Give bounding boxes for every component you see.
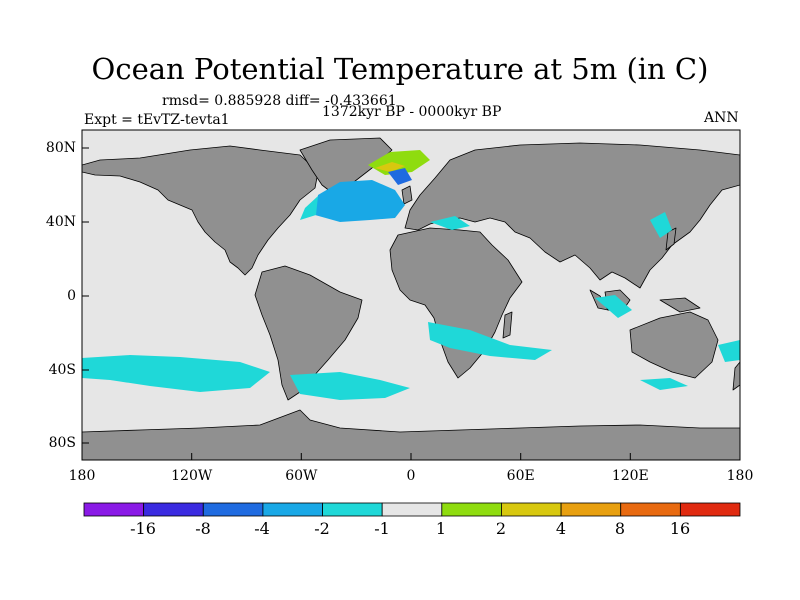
lat-label-40s: 40S <box>48 362 76 378</box>
lat-label-40n: 40N <box>45 214 76 230</box>
experiment-label: Expt = tEvTZ-tevta1 <box>84 112 230 128</box>
colorbar-label: 2 <box>495 519 507 538</box>
northwest-pacific-cooling <box>650 212 672 238</box>
north-atlantic-cooling <box>315 180 405 222</box>
colorbar-label: -2 <box>314 519 330 538</box>
colorbar-swatch <box>83 502 145 517</box>
colorbar-swatch <box>441 502 502 517</box>
antarctica <box>82 409 740 460</box>
colorbar-label: 4 <box>555 519 567 538</box>
lon-label-120w: 120W <box>171 468 213 484</box>
colorbar-swatch <box>501 502 562 517</box>
lat-label-80s: 80S <box>48 435 76 451</box>
north-atlantic-cooling-edge <box>300 196 318 220</box>
lon-label-180w: 180 <box>68 468 96 484</box>
new-guinea <box>659 297 701 313</box>
south-pacific-cooling <box>82 355 270 392</box>
season-label: ANN <box>704 110 739 126</box>
map-layer <box>82 137 740 460</box>
colorbar-label: -1 <box>374 519 390 538</box>
colorbar-label: -16 <box>130 519 156 538</box>
tasman-cooling <box>718 340 740 362</box>
colorbar-swatch <box>143 502 204 517</box>
colorbar-label: -4 <box>254 519 270 538</box>
axis-ticks <box>81 147 741 460</box>
colorbar-swatch <box>322 502 383 517</box>
lon-label-60w: 60W <box>285 468 318 484</box>
mediterranean-cooling <box>430 216 470 230</box>
colorbar-swatch <box>202 502 264 517</box>
stats-line: rmsd= 0.885928 diff= -0.433661 <box>162 93 397 109</box>
period-label: 1372kyr BP - 0000kyr BP <box>322 104 502 120</box>
colorbar-swatch <box>679 502 741 517</box>
south-atlantic-cooling <box>290 372 410 400</box>
japan <box>665 227 677 251</box>
colorbar-swatch <box>560 502 622 517</box>
lon-label-120e: 120E <box>611 468 649 484</box>
colorbar-label: 1 <box>435 519 447 538</box>
eurasia <box>404 142 740 289</box>
colorbar-label: -8 <box>195 519 211 538</box>
colorbar <box>83 502 741 517</box>
lon-label-180e: 180 <box>726 468 754 484</box>
south-indian-cooling-2 <box>640 378 688 390</box>
north-america <box>82 145 319 276</box>
map-title: Ocean Potential Temperature at 5m (in C) <box>91 52 709 86</box>
new-zealand <box>732 361 740 391</box>
nordic-seas-warming-core <box>375 162 405 172</box>
lon-label-60e: 60E <box>506 468 535 484</box>
colorbar-label: 16 <box>669 519 691 538</box>
colorbar-swatch <box>381 502 443 517</box>
colorbar-swatch <box>262 502 323 517</box>
lon-label-0: 0 <box>406 468 416 484</box>
labrador-cooling <box>388 168 412 185</box>
greenland <box>299 137 393 196</box>
lat-label-0: 0 <box>67 288 76 304</box>
australia <box>629 311 719 379</box>
south-indian-cooling <box>428 322 552 360</box>
lat-label-80n: 80N <box>45 140 76 156</box>
anomaly-patches <box>82 150 740 400</box>
colorbar-label: 8 <box>614 519 626 538</box>
colorbar-swatch <box>620 502 681 517</box>
maritime-continent-cooling <box>595 295 632 318</box>
madagascar <box>502 311 513 339</box>
britain <box>401 185 413 205</box>
